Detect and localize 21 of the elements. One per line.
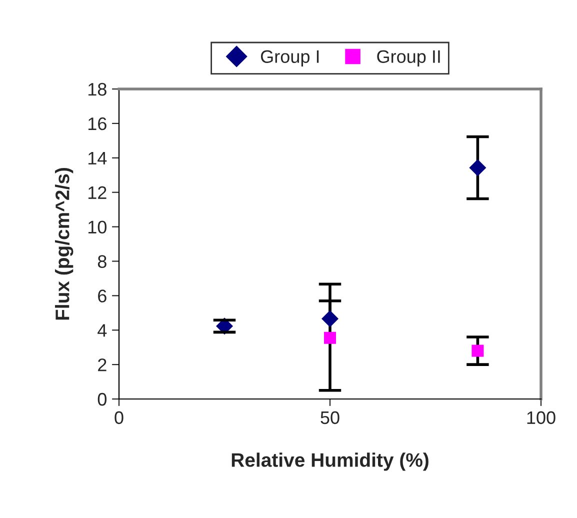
x-axis-title: Relative Humidity (%): [232, 452, 428, 471]
y-tick-label: 2: [98, 358, 106, 372]
point: [472, 344, 484, 357]
y-tick-label: 4: [98, 324, 107, 337]
y-tick-label: 0: [98, 392, 106, 406]
y-axis-title: Flux (pg/cm^2/s): [55, 168, 74, 320]
y-tick-label: 6: [98, 290, 106, 302]
y-tick-label: 12: [88, 186, 106, 199]
point: [469, 159, 486, 176]
point: [324, 332, 336, 344]
point: [321, 310, 339, 328]
x-tick-label: 0: [114, 411, 124, 424]
y-tick-label: 8: [98, 255, 106, 268]
legend-label: Group II: [377, 50, 440, 67]
legend-label: Group I: [260, 50, 319, 67]
x-tick-label: 50: [320, 411, 340, 424]
y-tick-label: 16: [88, 117, 106, 130]
y-tick-label: 10: [88, 220, 106, 234]
x-tick-label: 100: [527, 411, 556, 424]
y-tick-label: 14: [88, 152, 107, 164]
y-tick-label: 18: [88, 82, 106, 96]
